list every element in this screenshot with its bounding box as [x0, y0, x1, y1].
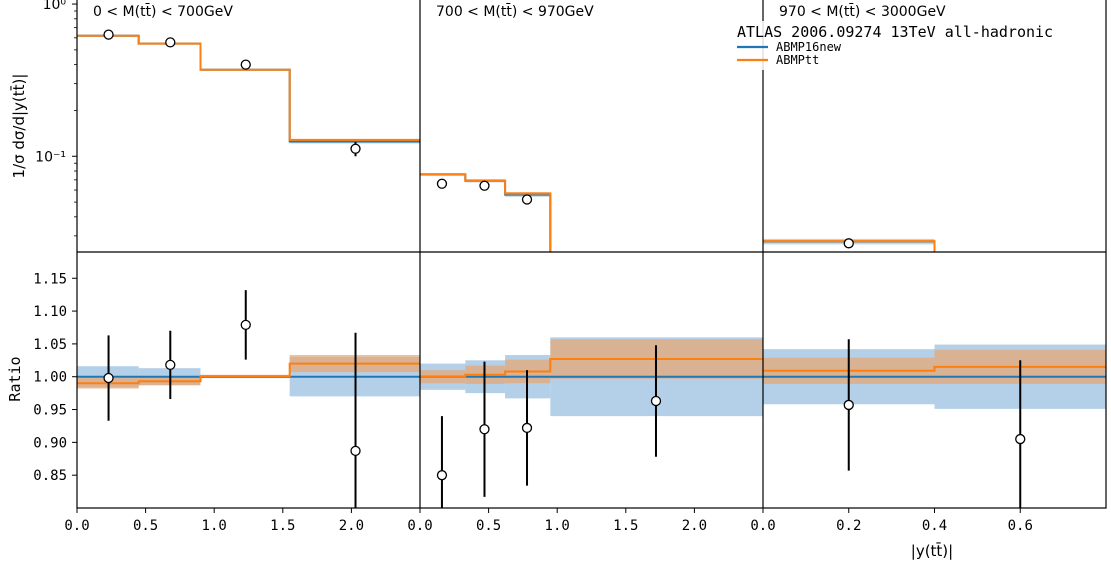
ratio-data-point: [650, 395, 662, 407]
top-data-point: [240, 59, 251, 70]
ratio-data-point: [479, 424, 490, 435]
x-tick-label: 0.5: [133, 518, 158, 534]
top-panel-2: [420, 173, 763, 284]
top-step-line-abmptt: [420, 173, 552, 252]
x-tick-label: 0.2: [836, 518, 861, 534]
top-panel-3: [763, 238, 1107, 270]
x-tick-label: 1.0: [545, 518, 570, 534]
ratio-data-point: [103, 372, 114, 384]
panels-layer: 0.0 0.5 1.0 1.5 2.0 0 < M(tt̄) < 700GeV 0.0 0.5…: [33, 0, 1107, 534]
ratio-data-point: [350, 445, 361, 457]
legend-label-abmp16new: ABMP16new: [776, 40, 842, 54]
legend-title: ATLAS 2006.09274 13TeV all-hadronic: [737, 23, 1053, 41]
bottom-y-tick-label: 0.95: [33, 403, 67, 419]
bottom-y-tick-label: 1.15: [33, 271, 67, 287]
bottom-y-axis-label: Ratio: [6, 356, 24, 401]
ratio-step-line-abmptt: [420, 358, 763, 378]
top-data-point: [165, 37, 176, 48]
top-data-point: [103, 29, 114, 40]
panel-label-1: 0 < M(tt̄) < 700GeV: [93, 2, 233, 20]
ratio-step-line-abmptt: [77, 362, 420, 385]
bottom-y-tick-label: 1.00: [33, 370, 67, 386]
x-tick-label: 2.0: [339, 518, 364, 534]
top-data-point: [350, 143, 361, 154]
x-tick-label: 1.5: [613, 518, 638, 534]
legend-background: [733, 21, 1095, 70]
bottom-y-tick-label: 1.05: [33, 337, 67, 353]
bottom-y-tick-label: 1.10: [33, 304, 67, 320]
top-step-line-abmptt: [77, 34, 420, 141]
top-y-tick-label: 10⁰: [43, 0, 67, 13]
x-axis-label: |y(tt̄)|: [911, 541, 953, 560]
ratio-data-point: [240, 319, 251, 331]
x-tick-label: 1.0: [202, 518, 227, 534]
bottom-y-tick-label: 0.90: [33, 435, 67, 451]
x-tick-label: 0.5: [476, 518, 501, 534]
top-band-abmptt: [550, 273, 763, 277]
top-y-tick-label: 10⁻¹: [35, 149, 66, 165]
ratio-data-point: [436, 470, 448, 481]
ratio-data-point: [165, 359, 176, 371]
panel-label-2: 700 < M(tt̄) < 970GeV: [436, 2, 594, 20]
panel-label-3: 970 < M(tt̄) < 3000GeV: [779, 2, 946, 20]
x-tick-label: 0.0: [407, 518, 432, 534]
top-band-abmp16new: [550, 272, 763, 280]
top-panel-1: [77, 29, 420, 157]
x-tick-label: 0.0: [750, 518, 775, 534]
ratio-panel-3: [763, 339, 1106, 508]
legend-label-abmptt: ABMPtt: [776, 53, 819, 67]
ratio-data-point: [843, 399, 854, 411]
ratio-panel-2: [420, 337, 763, 508]
bottom-y-tick-label: 0.85: [33, 468, 67, 484]
x-tick-label: 2.0: [682, 518, 707, 534]
top-data-point: [521, 194, 533, 205]
top-step-line-abmp16new: [420, 173, 552, 252]
top-band-abmp16new: [935, 256, 1107, 262]
x-tick-label: 0.0: [64, 518, 89, 534]
top-band-abmptt: [935, 256, 1107, 259]
legend: ATLAS 2006.09274 13TeV all-hadronic ABMP…: [733, 21, 1095, 70]
ratio-data-point: [521, 422, 533, 434]
top-data-point: [651, 275, 660, 284]
axes-frame: [76, 0, 1107, 509]
top-data-point: [436, 178, 448, 189]
top-step-line-abmp16new: [77, 34, 420, 143]
top-data-point: [479, 180, 490, 191]
top-data-point: [1016, 261, 1025, 270]
top-y-axis-label: 1/σ dσ/d|y(tt̄)|: [9, 74, 28, 179]
ratio-data-point: [1015, 433, 1026, 445]
x-tick-label: 1.5: [270, 518, 295, 534]
x-tick-label: 0.6: [1008, 518, 1033, 534]
x-tick-label: 0.4: [922, 518, 947, 534]
ratio-panel-1: [77, 290, 420, 508]
top-data-point: [843, 238, 854, 249]
